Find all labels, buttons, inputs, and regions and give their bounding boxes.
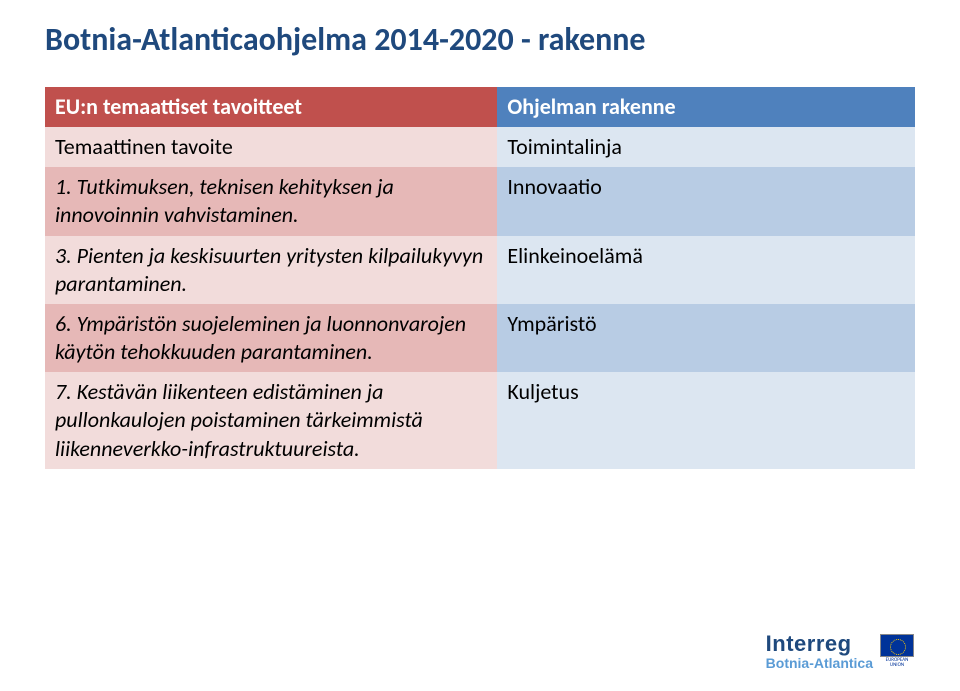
table-body: EU:n temaattiset tavoitteet Ohjelman rak… [45, 87, 915, 469]
col-header-right: Ohjelman rakenne [497, 87, 915, 127]
table-row: 7. Kestävän liikenteen edistäminen ja pu… [45, 372, 915, 468]
logo-area: Interreg Botnia-Atlantica EUROPEAN UNION [766, 631, 915, 671]
cell-right: Kuljetus [497, 372, 915, 468]
col-header-left: EU:n temaattiset tavoitteet [45, 87, 497, 127]
table-row: Temaattinen tavoite Toimintalinja [45, 127, 915, 167]
interreg-logo-bottom: Botnia-Atlantica [766, 655, 873, 671]
cell-left: 1. Tutkimuksen, teknisen kehityksen ja i… [45, 167, 497, 235]
interreg-logo-top: Interreg [766, 631, 852, 657]
cell-right: Innovaatio [497, 167, 915, 235]
cell-right: Ympäristö [497, 304, 915, 372]
page-title: Botnia-Atlanticaohjelma 2014-2020 - rake… [45, 20, 915, 59]
eu-flag-icon [880, 634, 914, 657]
structure-table: EU:n temaattiset tavoitteet Ohjelman rak… [45, 87, 915, 469]
table-header-row: EU:n temaattiset tavoitteet Ohjelman rak… [45, 87, 915, 127]
eu-emblem: EUROPEAN UNION [879, 634, 915, 668]
table-row: 6. Ympäristön suojeleminen ja luonnonvar… [45, 304, 915, 372]
table-row: 1. Tutkimuksen, teknisen kehityksen ja i… [45, 167, 915, 235]
cell-left: Temaattinen tavoite [45, 127, 497, 167]
table-row: 3. Pienten ja keskisuurten yritysten kil… [45, 236, 915, 304]
cell-left: 7. Kestävän liikenteen edistäminen ja pu… [45, 372, 497, 468]
cell-left: 6. Ympäristön suojeleminen ja luonnonvar… [45, 304, 497, 372]
cell-left: 3. Pienten ja keskisuurten yritysten kil… [45, 236, 497, 304]
slide-page: Botnia-Atlanticaohjelma 2014-2020 - rake… [0, 0, 960, 691]
eu-label: EUROPEAN UNION [879, 658, 915, 668]
interreg-logo: Interreg Botnia-Atlantica [766, 631, 873, 671]
cell-right: Toimintalinja [497, 127, 915, 167]
cell-right: Elinkeinoelämä [497, 236, 915, 304]
